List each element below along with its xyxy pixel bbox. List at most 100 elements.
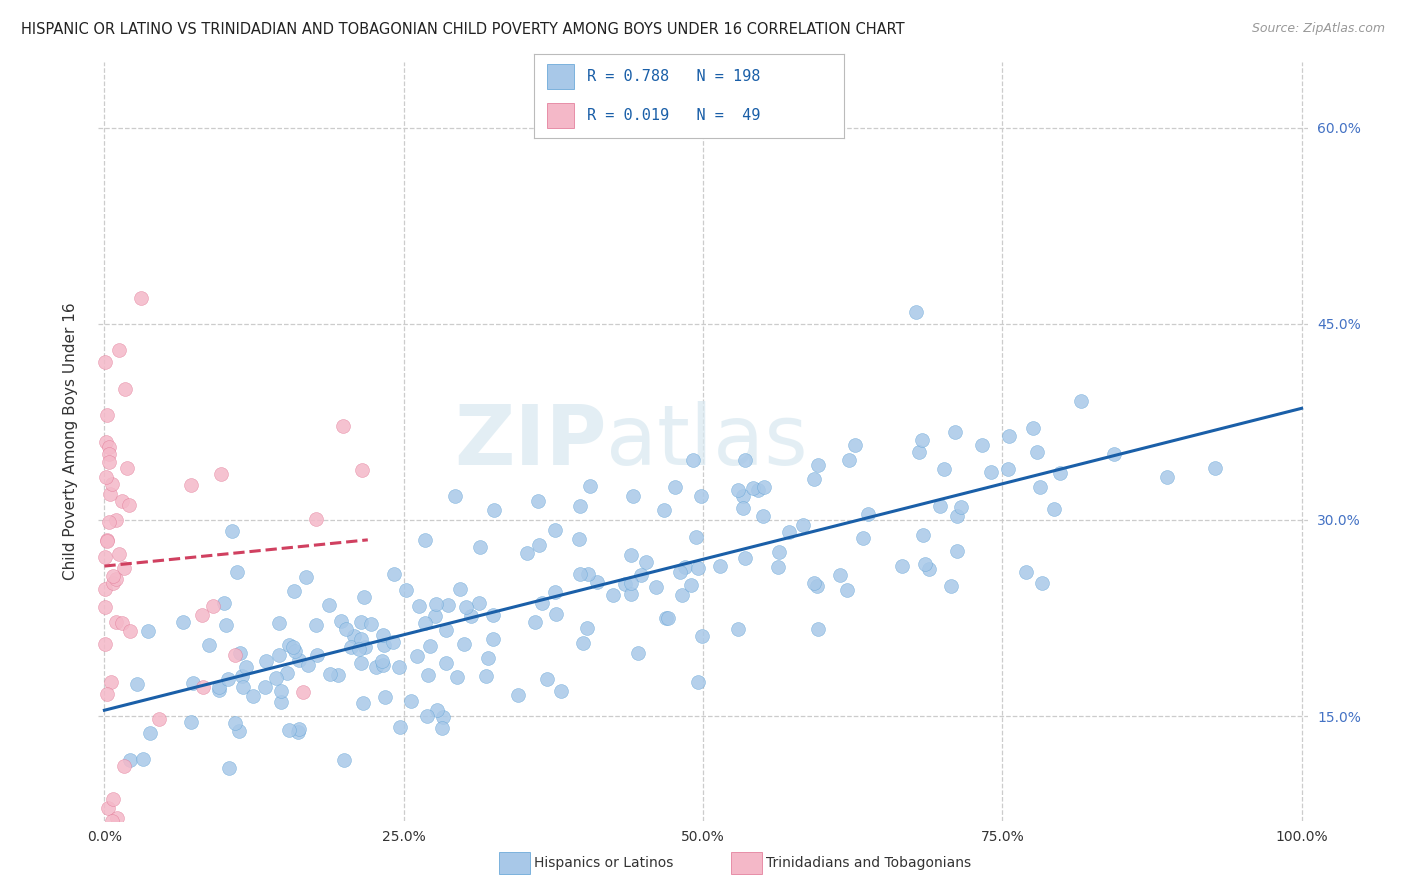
Point — [172, 615, 194, 629]
Point — [333, 753, 356, 767]
Point — [835, 583, 858, 598]
Point — [1021, 421, 1043, 435]
Point — [425, 597, 447, 611]
Point — [630, 567, 652, 582]
Point — [96, 533, 118, 547]
Point — [807, 622, 830, 636]
Point — [792, 518, 814, 533]
Point — [399, 694, 422, 708]
Point — [235, 660, 257, 674]
Point — [413, 615, 436, 630]
Point — [516, 546, 538, 560]
Point — [734, 453, 756, 467]
Point — [627, 646, 650, 660]
Point — [350, 656, 373, 670]
Point — [477, 650, 499, 665]
Point — [276, 666, 298, 681]
Point — [335, 622, 357, 636]
Point — [343, 629, 366, 643]
Text: R = 0.019   N =  49: R = 0.019 N = 49 — [586, 108, 761, 123]
Point — [752, 509, 775, 524]
Point — [98, 515, 121, 529]
Point — [905, 304, 928, 318]
Point — [1031, 576, 1053, 591]
Point — [118, 753, 141, 767]
Point — [97, 800, 120, 814]
Point — [620, 548, 643, 562]
Point — [576, 621, 599, 635]
Point — [94, 582, 117, 597]
Point — [652, 503, 675, 517]
Point — [98, 455, 121, 469]
Point — [536, 672, 558, 686]
Point — [278, 638, 301, 652]
Point — [690, 629, 713, 643]
Point — [681, 578, 703, 592]
Point — [419, 639, 441, 653]
Point — [852, 531, 875, 545]
Text: Source: ZipAtlas.com: Source: ZipAtlas.com — [1251, 22, 1385, 36]
Point — [388, 660, 411, 674]
Point — [1042, 502, 1064, 516]
Point — [803, 576, 825, 591]
Point — [118, 498, 141, 512]
Bar — [547, 63, 575, 89]
Point — [353, 591, 375, 605]
Point — [104, 513, 127, 527]
Point — [602, 588, 624, 602]
Point — [395, 583, 418, 598]
Point — [806, 579, 828, 593]
Point — [242, 690, 264, 704]
Point — [838, 452, 860, 467]
Point — [544, 523, 567, 537]
Point — [94, 637, 117, 651]
Point — [1204, 461, 1226, 475]
Point — [191, 680, 214, 694]
Point — [360, 616, 382, 631]
Point — [685, 531, 707, 545]
Point — [283, 640, 305, 654]
Point — [94, 549, 117, 564]
Point — [1102, 447, 1125, 461]
Point — [673, 559, 696, 574]
Point — [129, 291, 152, 305]
Point — [94, 470, 117, 484]
Point — [747, 483, 769, 498]
Point — [657, 611, 679, 625]
Point — [111, 615, 134, 630]
Point — [215, 617, 238, 632]
Point — [371, 658, 394, 673]
Point — [328, 668, 350, 682]
Point — [918, 562, 941, 576]
Point — [232, 681, 254, 695]
Point — [100, 477, 122, 491]
Point — [217, 673, 239, 687]
Point — [571, 636, 593, 650]
Point — [1015, 565, 1038, 579]
Point — [654, 611, 676, 625]
Point — [406, 649, 429, 664]
Point — [295, 569, 318, 583]
Y-axis label: Child Poverty Among Boys Under 16: Child Poverty Among Boys Under 16 — [63, 302, 77, 581]
Point — [669, 565, 692, 579]
Point — [523, 615, 546, 629]
Point — [191, 608, 214, 623]
Point — [218, 761, 240, 775]
Point — [425, 609, 447, 624]
Point — [432, 721, 454, 735]
Point — [929, 499, 952, 513]
Point — [586, 574, 609, 589]
Point — [112, 561, 135, 575]
Point — [766, 560, 789, 574]
Point — [371, 654, 394, 668]
Point — [283, 583, 305, 598]
Point — [946, 544, 969, 558]
Point — [468, 596, 491, 610]
Point — [413, 533, 436, 548]
Point — [384, 567, 406, 582]
Point — [939, 578, 962, 592]
Point — [970, 438, 993, 452]
Point — [332, 418, 354, 433]
Point — [347, 641, 370, 656]
Point — [734, 551, 756, 566]
